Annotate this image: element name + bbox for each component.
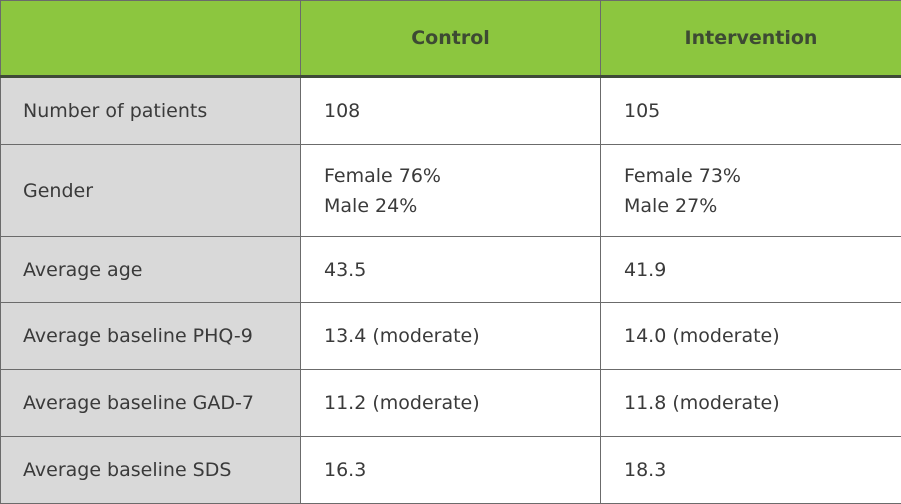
cell-control: Female 76% Male 24% bbox=[301, 145, 601, 237]
row-label-phq9: Average baseline PHQ-9 bbox=[1, 303, 301, 370]
table-row: Average baseline GAD-7 11.2 (moderate) 1… bbox=[1, 370, 901, 437]
row-label-sds: Average baseline SDS bbox=[1, 437, 301, 504]
cell-value: 11.2 (moderate) bbox=[324, 388, 600, 418]
row-label-average-age: Average age bbox=[1, 237, 301, 303]
cell-value-female: Female 73% bbox=[624, 161, 901, 191]
cell-value-female: Female 76% bbox=[324, 161, 600, 191]
header-row: Control Intervention bbox=[1, 1, 901, 77]
table-row: Average baseline SDS 16.3 18.3 bbox=[1, 437, 901, 504]
cell-value: 14.0 (moderate) bbox=[624, 321, 901, 351]
row-label-gad7: Average baseline GAD-7 bbox=[1, 370, 301, 437]
row-label-gender: Gender bbox=[1, 145, 301, 237]
cell-intervention: 14.0 (moderate) bbox=[601, 303, 901, 370]
cell-value-male: Male 27% bbox=[624, 191, 901, 221]
cell-intervention: 18.3 bbox=[601, 437, 901, 504]
cell-control: 108 bbox=[301, 77, 601, 145]
cell-value: 105 bbox=[624, 96, 901, 126]
cell-value-male: Male 24% bbox=[324, 191, 600, 221]
table-row: Average baseline PHQ-9 13.4 (moderate) 1… bbox=[1, 303, 901, 370]
cell-value: 16.3 bbox=[324, 455, 600, 485]
cell-intervention: 11.8 (moderate) bbox=[601, 370, 901, 437]
cell-intervention: Female 73% Male 27% bbox=[601, 145, 901, 237]
header-empty-cell bbox=[1, 1, 301, 77]
cell-control: 13.4 (moderate) bbox=[301, 303, 601, 370]
cell-intervention: 41.9 bbox=[601, 237, 901, 303]
cell-value: 18.3 bbox=[624, 455, 901, 485]
cell-intervention: 105 bbox=[601, 77, 901, 145]
row-label-number-of-patients: Number of patients bbox=[1, 77, 301, 145]
cell-value: 108 bbox=[324, 96, 600, 126]
cell-value: 43.5 bbox=[324, 255, 600, 285]
table-row: Average age 43.5 41.9 bbox=[1, 237, 901, 303]
cell-control: 16.3 bbox=[301, 437, 601, 504]
header-control: Control bbox=[301, 1, 601, 77]
cell-value: 41.9 bbox=[624, 255, 901, 285]
cell-control: 43.5 bbox=[301, 237, 601, 303]
cell-control: 11.2 (moderate) bbox=[301, 370, 601, 437]
cell-value: 13.4 (moderate) bbox=[324, 321, 600, 351]
table-row: Number of patients 108 105 bbox=[1, 77, 901, 145]
header-intervention: Intervention bbox=[601, 1, 901, 77]
table-row: Gender Female 76% Male 24% Female 73% Ma… bbox=[1, 145, 901, 237]
cell-value: 11.8 (moderate) bbox=[624, 388, 901, 418]
